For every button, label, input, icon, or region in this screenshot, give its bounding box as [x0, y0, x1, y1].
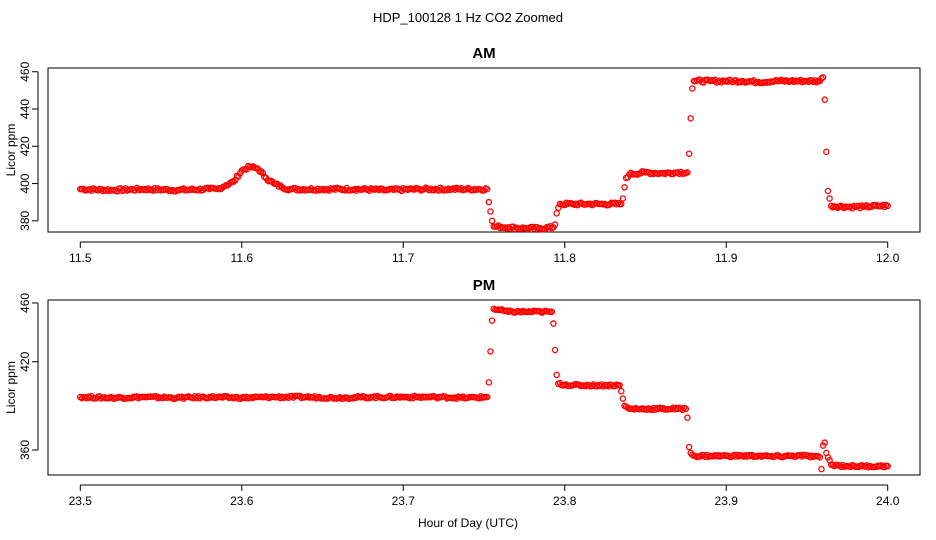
data-point: [826, 195, 833, 202]
data-point: [684, 169, 691, 176]
data-point: [485, 198, 493, 206]
data-point: [821, 96, 828, 103]
data-point: [488, 217, 496, 225]
data-point: [230, 178, 237, 185]
figure-title: HDP_100128 1 Hz CO2 Zoomed: [373, 10, 563, 25]
data-point: [621, 184, 628, 191]
data-point: [884, 462, 891, 470]
data-point: [818, 465, 825, 473]
data-point: [485, 379, 493, 386]
data-point: [624, 174, 631, 181]
data-point: [685, 150, 693, 157]
data-point: [824, 187, 832, 195]
x-tick-label: 23.6: [230, 494, 254, 508]
y-axis-label-am: Licor ppm: [4, 124, 18, 177]
panel-am: AM Licor ppm 11.5 11.6 11.7 11.8 11.9 12.0 380 40…: [4, 45, 921, 265]
data-point: [483, 185, 491, 193]
plot-frame-am: [47, 67, 921, 233]
data-point: [487, 208, 494, 215]
data-point: [682, 405, 690, 413]
x-axis-label: Hour of Day (UTC): [418, 516, 518, 530]
data-point: [553, 371, 560, 379]
data-point: [618, 200, 625, 208]
data-point: [689, 85, 696, 92]
data-points-pm: [77, 305, 891, 473]
data-point: [684, 414, 691, 421]
data-point: [816, 454, 824, 461]
y-tick-label: 460: [18, 61, 32, 81]
data-point: [551, 221, 559, 228]
data-point: [553, 210, 560, 217]
data-point: [823, 148, 830, 156]
x-tick-label: 23.7: [392, 494, 416, 508]
data-point: [483, 393, 491, 401]
data-point: [555, 204, 562, 212]
data-point: [881, 463, 888, 471]
panel-pm: PM Licor ppm 23.5 23.6 23.7 23.8 23.9 24.0 360 42…: [4, 277, 921, 508]
x-tick-label: 11.7: [392, 251, 415, 265]
panel-title-am: AM: [472, 45, 495, 62]
data-point: [685, 443, 693, 451]
data-point: [821, 439, 828, 446]
data-point: [687, 115, 694, 122]
y-tick-label: 360: [18, 440, 32, 460]
plot-frame-pm: [47, 299, 921, 476]
y-tick-label: 400: [18, 173, 32, 193]
data-point: [488, 317, 496, 324]
x-tick-label: 11.6: [231, 251, 254, 265]
x-tick-label: 11.5: [69, 251, 92, 265]
data-point: [619, 195, 627, 202]
data-point: [616, 382, 623, 389]
data-point: [618, 387, 625, 395]
data-point: [884, 202, 891, 210]
x-tick-label: 24.0: [876, 494, 900, 508]
data-point: [819, 74, 827, 81]
data-point: [259, 169, 267, 177]
x-tick-label: 23.5: [69, 494, 93, 508]
data-point: [487, 348, 494, 355]
data-point: [551, 346, 559, 354]
x-tick-label: 11.8: [554, 251, 577, 265]
y-tick-label: 420: [18, 351, 32, 371]
y-tick-label: 460: [18, 293, 32, 313]
y-tick-label: 380: [18, 210, 32, 230]
data-point: [257, 168, 265, 175]
data-point: [619, 395, 627, 402]
x-tick-label: 11.9: [715, 251, 738, 265]
data-point: [548, 308, 556, 316]
data-point: [235, 173, 242, 180]
data-points-am: [77, 74, 891, 233]
data-point: [550, 320, 557, 327]
x-tick-label: 23.8: [553, 494, 577, 508]
y-tick-label: 420: [18, 136, 32, 156]
x-tick-label: 23.9: [715, 494, 739, 508]
y-axis-label-pm: Licor ppm: [4, 361, 18, 414]
panel-title-pm: PM: [473, 277, 496, 294]
x-tick-label: 12.0: [876, 251, 900, 265]
y-tick-label: 440: [18, 99, 32, 119]
